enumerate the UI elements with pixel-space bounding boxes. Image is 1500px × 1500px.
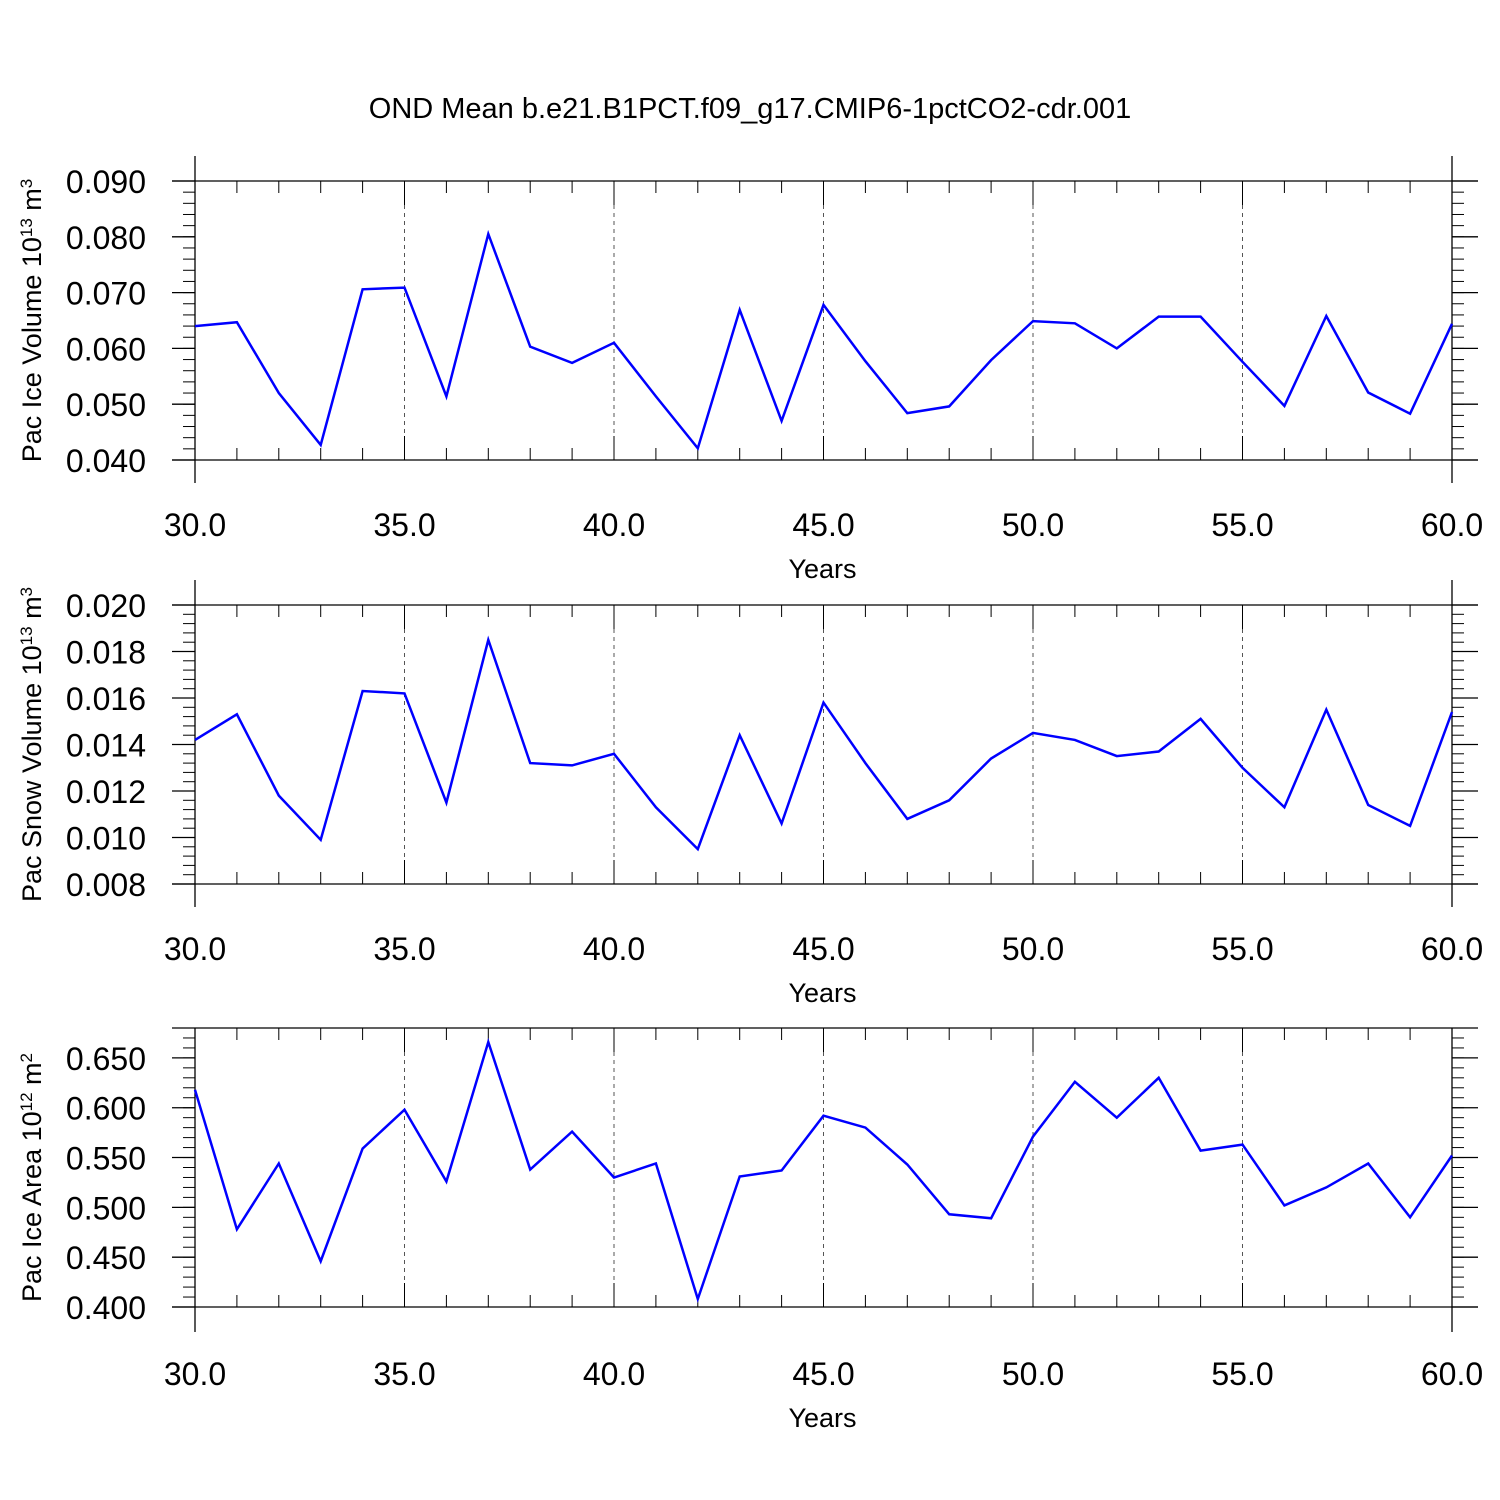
x-axis-label: Years bbox=[788, 978, 856, 1008]
x-axis-label: Years bbox=[788, 1403, 856, 1433]
x-tick-label: 35.0 bbox=[373, 507, 435, 543]
series-line bbox=[194, 635, 1454, 852]
y-tick-label: 0.010 bbox=[66, 821, 146, 857]
y-axis-label: Pac Ice Volume 1013 m3 bbox=[17, 179, 47, 463]
y-tick-label: 0.080 bbox=[66, 220, 146, 256]
x-tick-label: 55.0 bbox=[1211, 931, 1273, 967]
y-tick-label: 0.040 bbox=[66, 443, 146, 479]
x-tick-label: 60.0 bbox=[1421, 507, 1483, 543]
y-tick-label: 0.018 bbox=[66, 635, 146, 671]
x-tick-label: 45.0 bbox=[792, 1356, 854, 1392]
x-tick-label: 50.0 bbox=[1002, 507, 1064, 543]
x-tick-label: 40.0 bbox=[583, 931, 645, 967]
x-axis-label: Years bbox=[788, 554, 856, 584]
x-tick-label: 40.0 bbox=[583, 1356, 645, 1392]
y-tick-label: 0.008 bbox=[66, 867, 146, 903]
x-tick-label: 50.0 bbox=[1002, 931, 1064, 967]
x-tick-label: 45.0 bbox=[792, 507, 854, 543]
x-tick-label: 30.0 bbox=[164, 507, 226, 543]
x-tick-label: 55.0 bbox=[1211, 1356, 1273, 1392]
x-tick-label: 30.0 bbox=[164, 1356, 226, 1392]
y-tick-label: 0.020 bbox=[66, 588, 146, 624]
x-tick-label: 45.0 bbox=[792, 931, 854, 967]
chart-panel-2: 30.0 35.0 40.0 45.0 50.0 55.0 60.0 0.008 0.010 0.… bbox=[17, 580, 1483, 1008]
x-tick-label: 60.0 bbox=[1421, 931, 1483, 967]
y-tick-label: 0.600 bbox=[66, 1091, 146, 1127]
y-tick-label: 0.070 bbox=[66, 276, 146, 312]
y-tick-label: 0.450 bbox=[66, 1240, 146, 1276]
x-tick-label: 50.0 bbox=[1002, 1356, 1064, 1392]
series-line bbox=[194, 229, 1454, 451]
y-axis-label: Pac Snow Volume 1013 m3 bbox=[17, 587, 47, 902]
series-line bbox=[193, 1037, 1454, 1304]
y-axis-label: Pac Ice Area 1012 m2 bbox=[17, 1053, 47, 1302]
x-tick-label: 55.0 bbox=[1211, 507, 1273, 543]
x-tick-label: 35.0 bbox=[373, 931, 435, 967]
y-tick-label: 0.060 bbox=[66, 331, 146, 367]
x-tick-label: 60.0 bbox=[1421, 1356, 1483, 1392]
y-tick-label: 0.400 bbox=[66, 1290, 146, 1326]
y-tick-label: 0.050 bbox=[66, 387, 146, 423]
chart-panel-1: 30.0 35.0 40.0 45.0 50.0 55.0 60.0 0.040 0.050 0.… bbox=[17, 156, 1483, 584]
chart-panel-3: 30.0 35.0 40.0 45.0 50.0 55.0 60.0 0.400 0.450 0.… bbox=[17, 1027, 1483, 1433]
y-tick-label: 0.014 bbox=[66, 728, 146, 764]
y-tick-label: 0.016 bbox=[66, 681, 146, 717]
panels: 30.0 35.0 40.0 45.0 50.0 55.0 60.0 0.040 0.050 0.… bbox=[17, 156, 1483, 1433]
y-tick-label: 0.012 bbox=[66, 774, 146, 810]
y-tick-label: 0.500 bbox=[66, 1190, 146, 1226]
figure-title: OND Mean b.e21.B1PCT.f09_g17.CMIP6-1pctC… bbox=[369, 93, 1131, 125]
y-tick-label: 0.090 bbox=[66, 164, 146, 200]
y-tick-label: 0.550 bbox=[66, 1141, 146, 1177]
x-tick-label: 35.0 bbox=[373, 1356, 435, 1392]
x-tick-label: 30.0 bbox=[164, 931, 226, 967]
y-tick-label: 0.650 bbox=[66, 1041, 146, 1077]
x-tick-label: 40.0 bbox=[583, 507, 645, 543]
